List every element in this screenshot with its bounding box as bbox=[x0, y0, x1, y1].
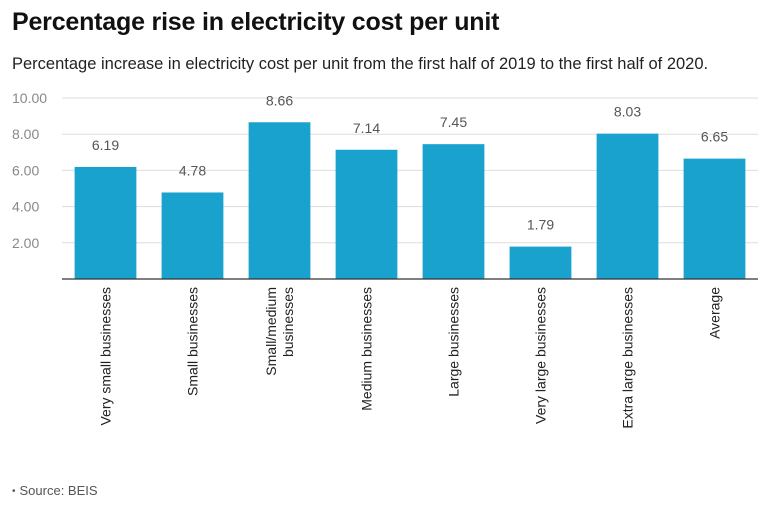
data-label: 7.45 bbox=[440, 114, 467, 130]
bar bbox=[161, 192, 224, 279]
data-label: 1.79 bbox=[527, 217, 554, 233]
x-tick-label: Small/medium bbox=[263, 287, 279, 376]
x-tick-label: Small businesses bbox=[185, 287, 201, 396]
y-tick-label: 8.00 bbox=[12, 126, 39, 142]
data-label: 6.65 bbox=[701, 129, 728, 145]
y-tick-label: 2.00 bbox=[12, 235, 39, 251]
bar-chart: 2.00 4.00 6.00 8.00 10.00 6.19 Very small busi… bbox=[12, 90, 758, 429]
chart-title: Percentage rise in electricity cost per … bbox=[12, 8, 500, 36]
y-tick-label: 6.00 bbox=[12, 162, 39, 178]
data-label: 7.14 bbox=[353, 120, 380, 136]
x-tick-label: Large businesses bbox=[446, 287, 462, 397]
data-label: 8.03 bbox=[614, 104, 641, 120]
x-tick-label: Very small businesses bbox=[98, 287, 114, 426]
y-tick-label: 10.00 bbox=[12, 90, 47, 106]
bullet-icon: • bbox=[12, 486, 16, 498]
y-tick-label: 4.00 bbox=[12, 199, 39, 215]
x-tick-label: Medium businesses bbox=[359, 287, 375, 411]
data-label: 6.19 bbox=[92, 137, 119, 153]
bar bbox=[596, 133, 659, 279]
x-tick-label: Extra large businesses bbox=[620, 287, 636, 429]
bar bbox=[248, 122, 311, 279]
chart-subtitle: Percentage increase in electricity cost … bbox=[12, 55, 709, 73]
data-label: 4.78 bbox=[179, 162, 206, 178]
bar bbox=[74, 166, 137, 279]
x-tick-label: businesses bbox=[280, 287, 296, 357]
data-label: 8.66 bbox=[266, 92, 293, 108]
bar bbox=[335, 149, 398, 279]
bar bbox=[683, 158, 746, 279]
x-tick-label: Very large businesses bbox=[533, 287, 549, 424]
source-note: • Source: BEIS bbox=[12, 483, 98, 498]
bar bbox=[422, 144, 485, 279]
source-text: Source: BEIS bbox=[19, 483, 98, 498]
bar bbox=[509, 246, 572, 279]
x-tick-label: Average bbox=[707, 287, 723, 339]
